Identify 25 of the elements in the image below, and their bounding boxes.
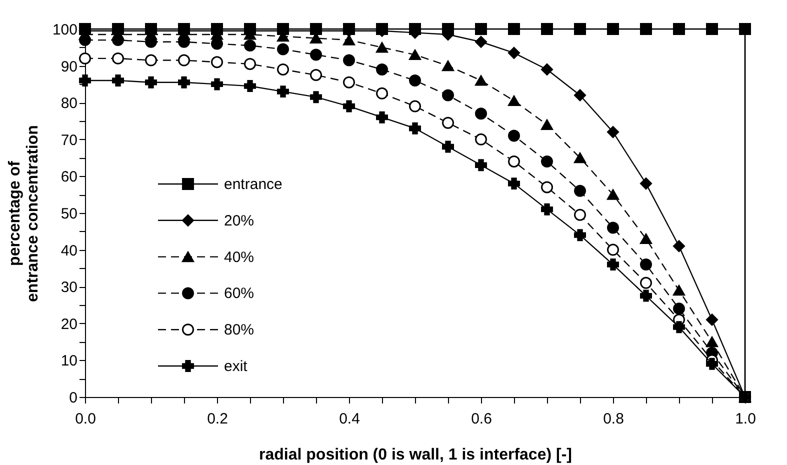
legend-label: 60% <box>224 285 254 302</box>
legend-label: entrance <box>224 176 282 193</box>
x-tick-label: 0.0 <box>75 410 96 428</box>
legend-label: 20% <box>224 212 254 230</box>
y-tick-label: 0 <box>69 390 78 406</box>
y-tick-label: 70 <box>60 132 78 149</box>
y-tick-label: 10 <box>60 352 78 370</box>
y-tick-label: 60 <box>60 168 78 186</box>
x-tick-label: 0.2 <box>207 410 228 428</box>
legend-label: exit <box>224 358 248 375</box>
x-tick-label: 0.4 <box>339 410 360 428</box>
x-tick-label: 0.8 <box>603 410 624 428</box>
x-axis-title: radial position (0 is wall, 1 is interface) [-] <box>259 446 572 464</box>
y-tick-label: 30 <box>60 279 78 296</box>
y-tick-label: 80 <box>60 95 78 112</box>
y-tick-label: 100 <box>52 22 78 38</box>
y-tick-label: 50 <box>60 206 78 222</box>
y-tick-label: 90 <box>60 58 78 76</box>
x-tick-label: 0.6 <box>471 410 492 428</box>
y-axis-title: percentage of entrance concentration <box>6 125 42 302</box>
x-tick-label: 1.0 <box>735 410 756 428</box>
legend-label: 40% <box>224 248 254 266</box>
y-tick-label: 40 <box>60 242 78 260</box>
y-tick-label: 20 <box>60 316 78 333</box>
legend-label: 80% <box>224 322 254 339</box>
